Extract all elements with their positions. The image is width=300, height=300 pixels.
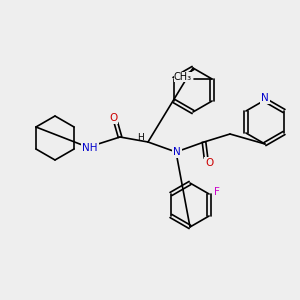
- Text: F: F: [214, 187, 220, 197]
- Text: N: N: [261, 93, 269, 103]
- Text: H: H: [136, 133, 143, 142]
- Text: NH: NH: [82, 143, 98, 153]
- Text: O: O: [205, 158, 213, 168]
- Text: CH₃: CH₃: [174, 72, 192, 82]
- Text: N: N: [173, 147, 181, 157]
- Text: O: O: [109, 113, 117, 123]
